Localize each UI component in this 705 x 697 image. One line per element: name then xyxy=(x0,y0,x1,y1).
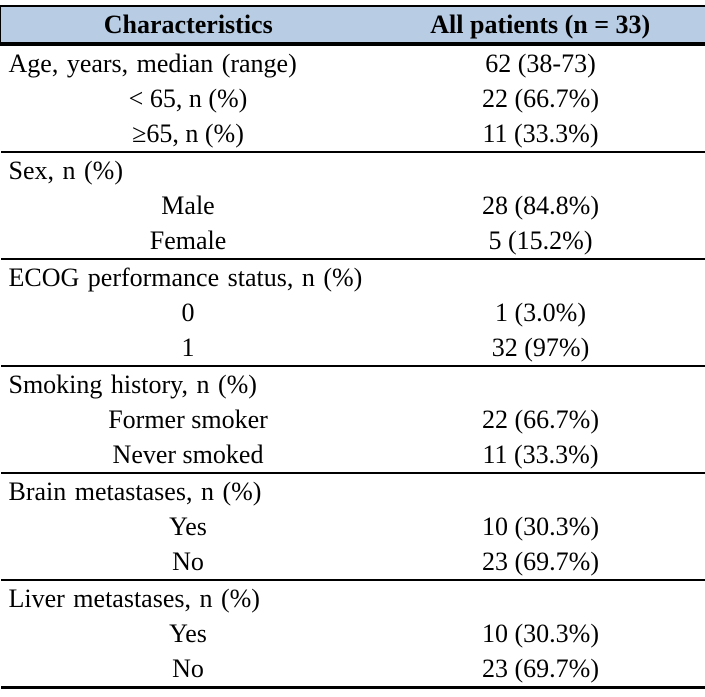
row-label: < 65, n (%) xyxy=(128,84,248,113)
row-value: 22 (66.7%) xyxy=(482,84,599,113)
row-label: 1 xyxy=(181,333,195,362)
table-body: Age, years, median (range) 62 (38-73) < … xyxy=(0,44,705,688)
column-header-all-patients: All patients (n = 33) xyxy=(375,5,705,46)
table-row-sex: Sex, n (%) xyxy=(0,151,705,188)
row-value: 62 (38-73) xyxy=(485,49,596,78)
row-value: 1 (3.0%) xyxy=(495,298,586,327)
table-row-ecog-0: 0 1 (3.0%) xyxy=(1,295,705,330)
table-row-ecog-1: 1 32 (97%) xyxy=(1,330,705,366)
row-label: Sex, n (%) xyxy=(0,151,376,188)
row-value: 5 (15.2%) xyxy=(488,226,593,255)
column-header-characteristics: Characteristics xyxy=(0,5,376,46)
row-label: Smoking history, n (%) xyxy=(0,365,376,402)
table-row-liver-no: No 23 (69.7%) xyxy=(1,651,705,688)
table-row-liver-metastases: Liver metastases, n (%) xyxy=(0,579,705,616)
row-label: Age, years, median (range) xyxy=(8,49,297,78)
row-label: Never smoked xyxy=(112,440,264,469)
row-value: 10 (30.3%) xyxy=(482,512,599,541)
patient-characteristics-table: Characteristics All patients (n = 33) Ag… xyxy=(0,5,705,689)
row-label: ≥65, n (%) xyxy=(132,119,244,148)
row-label: ECOG performance status, n (%) xyxy=(0,258,376,295)
table-row-age-under-65: < 65, n (%) 22 (66.7%) xyxy=(1,81,705,116)
row-value xyxy=(375,258,705,295)
row-value: 11 (33.3%) xyxy=(482,119,599,148)
row-label: No xyxy=(172,654,204,683)
table-row-smoking: Smoking history, n (%) xyxy=(0,365,705,402)
row-value: 22 (66.7%) xyxy=(482,405,599,434)
table-row-ecog: ECOG performance status, n (%) xyxy=(0,258,705,295)
row-value: 23 (69.7%) xyxy=(482,547,599,576)
row-value xyxy=(375,151,705,188)
table-header: Characteristics All patients (n = 33) xyxy=(0,5,705,46)
row-value: 11 (33.3%) xyxy=(482,440,599,469)
row-value: 32 (97%) xyxy=(491,333,590,362)
row-label: Yes xyxy=(169,619,207,648)
table-row-liver-yes: Yes 10 (30.3%) xyxy=(1,616,705,651)
table-row-brain-no: No 23 (69.7%) xyxy=(1,544,705,580)
row-value: 23 (69.7%) xyxy=(482,654,599,683)
row-label: Male xyxy=(161,191,215,220)
row-value: 28 (84.8%) xyxy=(482,191,599,220)
table-row-age-65-plus: ≥65, n (%) 11 (33.3%) xyxy=(1,116,705,152)
row-label: No xyxy=(172,547,204,576)
table-row-male: Male 28 (84.8%) xyxy=(1,188,705,223)
row-value xyxy=(375,365,705,402)
row-label: 0 xyxy=(181,298,195,327)
table-row-brain-metastases: Brain metastases, n (%) xyxy=(0,472,705,509)
table-row-age: Age, years, median (range) 62 (38-73) xyxy=(1,44,705,81)
row-label: Yes xyxy=(169,512,207,541)
table-row-brain-yes: Yes 10 (30.3%) xyxy=(1,509,705,544)
table-row-female: Female 5 (15.2%) xyxy=(1,223,705,259)
row-label: Brain metastases, n (%) xyxy=(0,472,376,509)
header-row: Characteristics All patients (n = 33) xyxy=(0,5,705,46)
row-value xyxy=(375,472,705,509)
row-label: Former smoker xyxy=(108,405,268,434)
row-label: Female xyxy=(149,226,227,255)
table-row-former-smoker: Former smoker 22 (66.7%) xyxy=(1,402,705,437)
row-value: 10 (30.3%) xyxy=(482,619,599,648)
row-value xyxy=(375,579,705,616)
table-row-never-smoked: Never smoked 11 (33.3%) xyxy=(1,437,705,473)
row-label: Liver metastases, n (%) xyxy=(0,579,376,616)
